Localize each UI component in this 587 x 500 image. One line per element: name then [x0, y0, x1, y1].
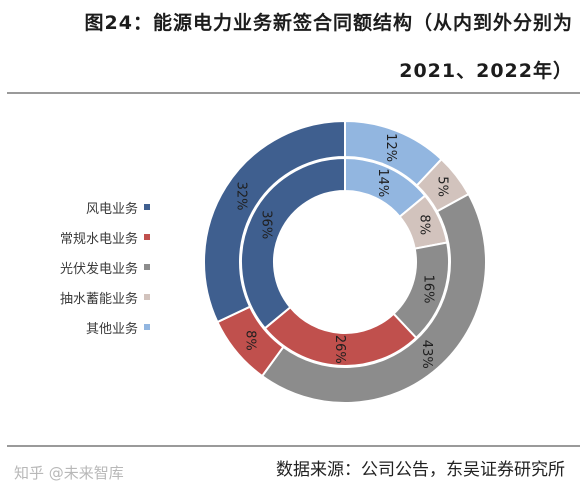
legend-item-solar: 光伏发电业务 — [60, 256, 150, 278]
legend-item-hydro: 常规水电业务 — [60, 226, 150, 248]
chart-title-line2: 2021、2022年） — [399, 60, 573, 82]
outer-ring-slice-wind — [203, 119, 346, 324]
inner-ring-data-label-hydro: 26% — [332, 335, 347, 364]
inner-ring-data-label-pumped-storage: 8% — [417, 214, 432, 235]
legend-swatch — [144, 264, 150, 270]
legend-label: 风电业务 — [85, 201, 138, 217]
outer-ring-data-label-wind: 32% — [234, 182, 249, 211]
inner-ring-data-label-other: 14% — [375, 168, 390, 197]
outer-ring-slice-solar — [260, 192, 487, 404]
legend-swatch — [144, 324, 150, 330]
inner-ring-data-label-solar: 16% — [421, 275, 436, 304]
outer-ring-data-label-hydro: 8% — [243, 330, 258, 351]
chart-title-line1: 图24：能源电力业务新签合同额结构（从内到外分别为 — [84, 12, 573, 34]
outer-ring-data-label-solar: 43% — [419, 340, 434, 369]
watermark: 知乎 @未来智库 — [14, 464, 124, 482]
legend-label: 常规水电业务 — [60, 231, 139, 247]
source-note: 数据来源：公司公告，东吴证券研究所 — [276, 460, 565, 480]
legend-label: 其他业务 — [85, 321, 138, 337]
legend-swatch — [144, 294, 150, 300]
legend-label: 光伏发电业务 — [60, 261, 139, 277]
legend-item-other: 其他业务 — [60, 316, 150, 338]
legend-label: 抽水蓄能业务 — [60, 291, 139, 307]
title-divider — [7, 92, 580, 94]
inner-ring-data-label-wind: 36% — [258, 210, 273, 239]
legend-swatch — [144, 204, 150, 210]
source-divider — [7, 445, 580, 447]
inner-ring-slice-wind — [240, 156, 346, 330]
legend-item-wind: 风电业务 — [60, 196, 150, 218]
legend-swatch — [144, 234, 150, 240]
legend-item-pumped-storage: 抽水蓄能业务 — [60, 286, 150, 308]
outer-ring-data-label-pumped-storage: 5% — [435, 176, 450, 197]
outer-ring-data-label-other: 12% — [383, 133, 398, 162]
